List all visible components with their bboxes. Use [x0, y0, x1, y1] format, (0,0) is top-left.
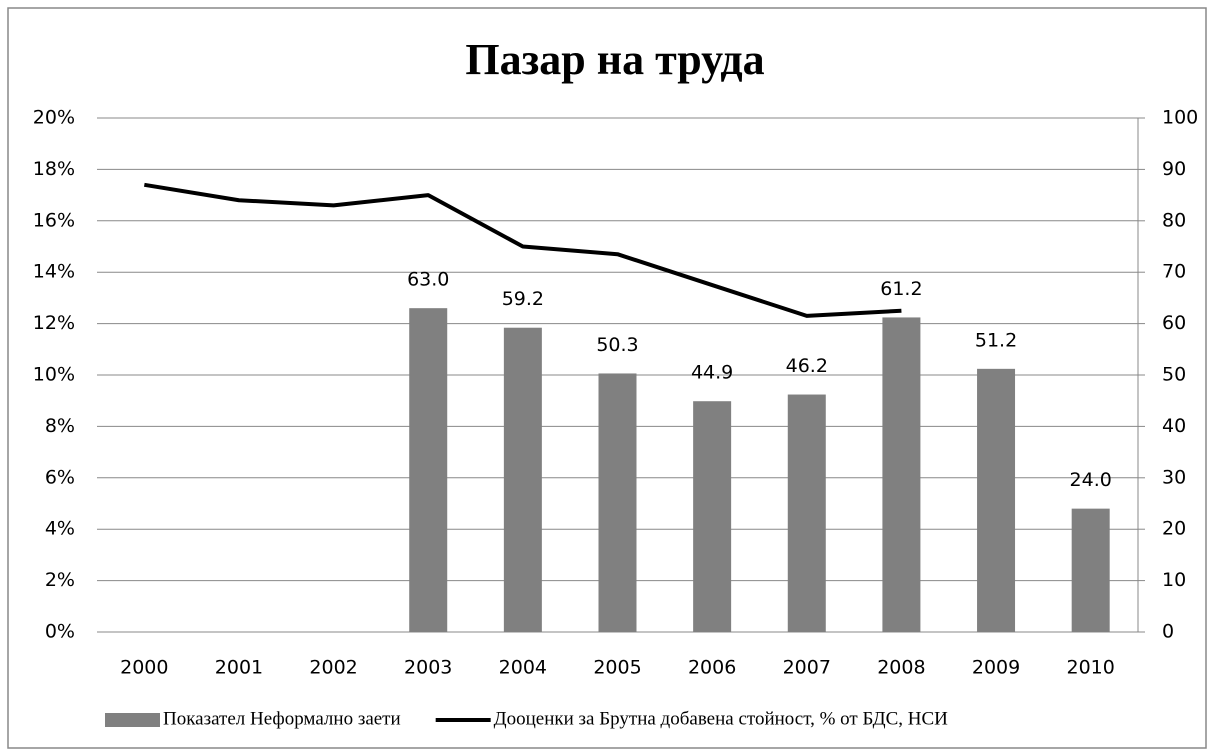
x-tick-label: 2010 — [1067, 657, 1115, 679]
x-tick-label: 2008 — [877, 657, 925, 679]
x-tick-label: 2003 — [404, 657, 452, 679]
x-tick-label: 2005 — [593, 657, 641, 679]
data-label: 46.2 — [786, 355, 828, 377]
x-tick-label: 2002 — [309, 657, 357, 679]
x-tick-label: 2001 — [215, 657, 263, 679]
y2-tick-label: 60 — [1162, 312, 1186, 334]
y2-tick-label: 80 — [1162, 209, 1186, 231]
bar — [409, 308, 448, 632]
x-tick-label: 2000 — [120, 657, 168, 679]
y2-tick-label: 20 — [1162, 518, 1186, 540]
legend-label: Дооценки за Брутна добавена стойност, % … — [494, 708, 948, 729]
y-tick-label: 4% — [45, 518, 75, 540]
bar — [787, 394, 826, 632]
x-tick-label: 2004 — [499, 657, 547, 679]
data-label: 44.9 — [691, 362, 733, 384]
y-tick-label: 2% — [45, 569, 75, 591]
x-tick-label: 2007 — [783, 657, 831, 679]
legend-label: Показател Неформално заети — [163, 708, 401, 729]
y-tick-label: 18% — [33, 158, 75, 180]
data-label: 24.0 — [1070, 469, 1112, 491]
bar — [882, 317, 921, 632]
bar — [977, 368, 1016, 632]
y-tick-label: 12% — [33, 312, 75, 334]
y2-tick-label: 100 — [1162, 107, 1198, 129]
x-tick-label: 2006 — [688, 657, 736, 679]
bar — [598, 373, 637, 632]
y2-tick-label: 30 — [1162, 466, 1186, 488]
y2-tick-label: 90 — [1162, 158, 1186, 180]
chart-title: Пазар на труда — [465, 35, 764, 84]
bar — [1071, 508, 1110, 632]
y-tick-label: 10% — [33, 364, 75, 386]
y2-tick-label: 70 — [1162, 261, 1186, 283]
data-label: 50.3 — [596, 334, 638, 356]
y-tick-label: 0% — [45, 621, 75, 643]
y-tick-label: 20% — [33, 107, 75, 129]
y2-tick-label: 40 — [1162, 415, 1186, 437]
data-label: 59.2 — [502, 288, 544, 310]
y2-tick-label: 50 — [1162, 364, 1186, 386]
bar — [693, 401, 732, 632]
y-tick-label: 8% — [45, 415, 75, 437]
data-label: 61.2 — [880, 278, 922, 300]
y-tick-label: 6% — [45, 466, 75, 488]
y-tick-label: 16% — [33, 209, 75, 231]
data-label: 63.0 — [407, 269, 449, 291]
y-tick-label: 14% — [33, 261, 75, 283]
bar — [503, 327, 542, 632]
y2-tick-label: 10 — [1162, 569, 1186, 591]
y2-tick-label: 0 — [1162, 621, 1174, 643]
line — [143, 182, 902, 318]
data-label: 51.2 — [975, 329, 1017, 351]
legend-swatch — [105, 713, 160, 727]
x-tick-label: 2009 — [972, 657, 1020, 679]
